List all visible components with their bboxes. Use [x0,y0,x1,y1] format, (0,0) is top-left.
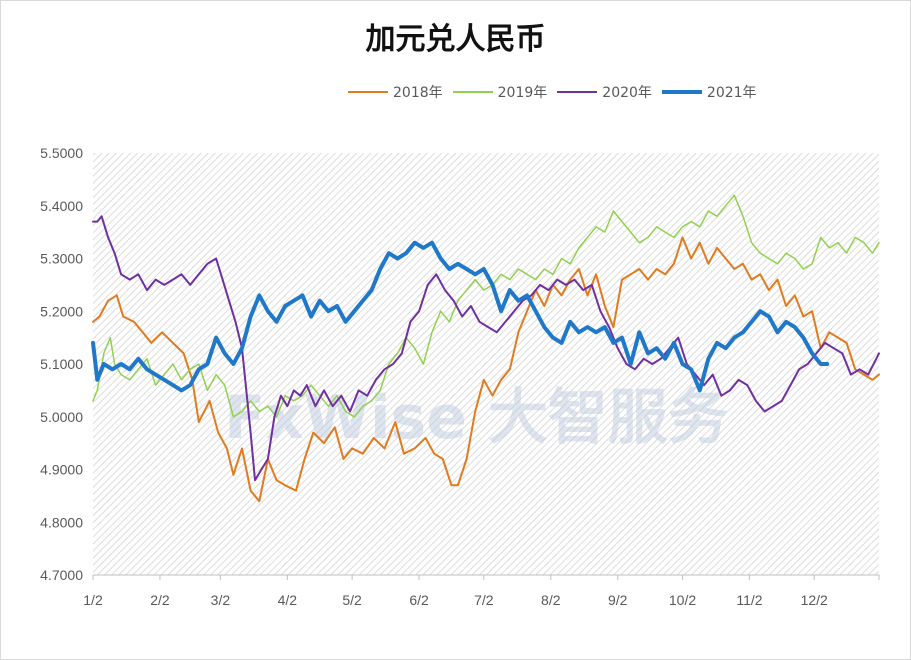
series-line-0 [92,236,880,503]
legend-swatch-2020 [557,91,598,93]
chart-legend: 2018年 2019年 2020年 2021年 [348,82,757,102]
legend-label-2019: 2019年 [497,85,548,101]
series-line-3 [91,240,830,393]
y-tick-label: 5.4000 [40,198,83,214]
x-tick-label: 4/2 [278,592,298,608]
x-tick-label: 12/2 [801,592,828,608]
y-axis: 5.5000 5.4000 5.3000 5.2000 5.1000 5.0000 4.90… [40,145,83,583]
legend-swatch-2018 [348,91,388,93]
x-axis: 1/2 2/2 3/2 4/2 5/2 6/2 7/2 8/2 9/2 10/2 11/2 12/2 [83,574,880,608]
x-tick-label: 5/2 [342,592,362,608]
legend-label-2018: 2018年 [393,85,443,101]
y-tick-label: 4.9000 [40,462,83,478]
y-tick-label: 5.3000 [40,251,83,267]
watermark: FxWise 大智服务 [224,383,728,453]
legend-swatch-2021 [661,90,702,94]
plot-area [93,153,879,575]
legend-item-2019: 2019年 [452,82,548,102]
series-line-2 [92,215,880,482]
y-tick-label: 5.0000 [40,409,83,425]
y-tick-label: 4.8000 [40,514,83,530]
legend-label-2020: 2020年 [602,85,652,101]
x-tick-label: 11/2 [736,592,762,608]
legend-item-2020: 2020年 [557,82,652,102]
legend-label-2021: 2021年 [706,85,757,101]
x-tick-label: 1/2 [83,592,103,608]
legend-item-2018: 2018年 [348,82,443,102]
x-tick-label: 3/2 [211,592,231,608]
series-lines [91,194,880,503]
y-tick-label: 5.5000 [40,145,83,161]
x-tick-label: 2/2 [150,592,170,608]
x-tick-label: 9/2 [608,592,628,608]
x-tick-label: 7/2 [474,592,494,608]
chart-title: 加元兑人民币 [365,22,546,57]
x-tick-label: 6/2 [409,592,429,608]
y-tick-label: 5.1000 [40,356,83,372]
x-tick-label: 8/2 [541,592,561,608]
y-tick-label: 4.7000 [40,567,83,583]
legend-swatch-2019 [452,91,493,93]
y-tick-label: 5.2000 [40,303,83,319]
series-line-1 [92,194,880,418]
legend-item-2021: 2021年 [661,82,757,102]
x-tick-label: 10/2 [669,592,696,608]
